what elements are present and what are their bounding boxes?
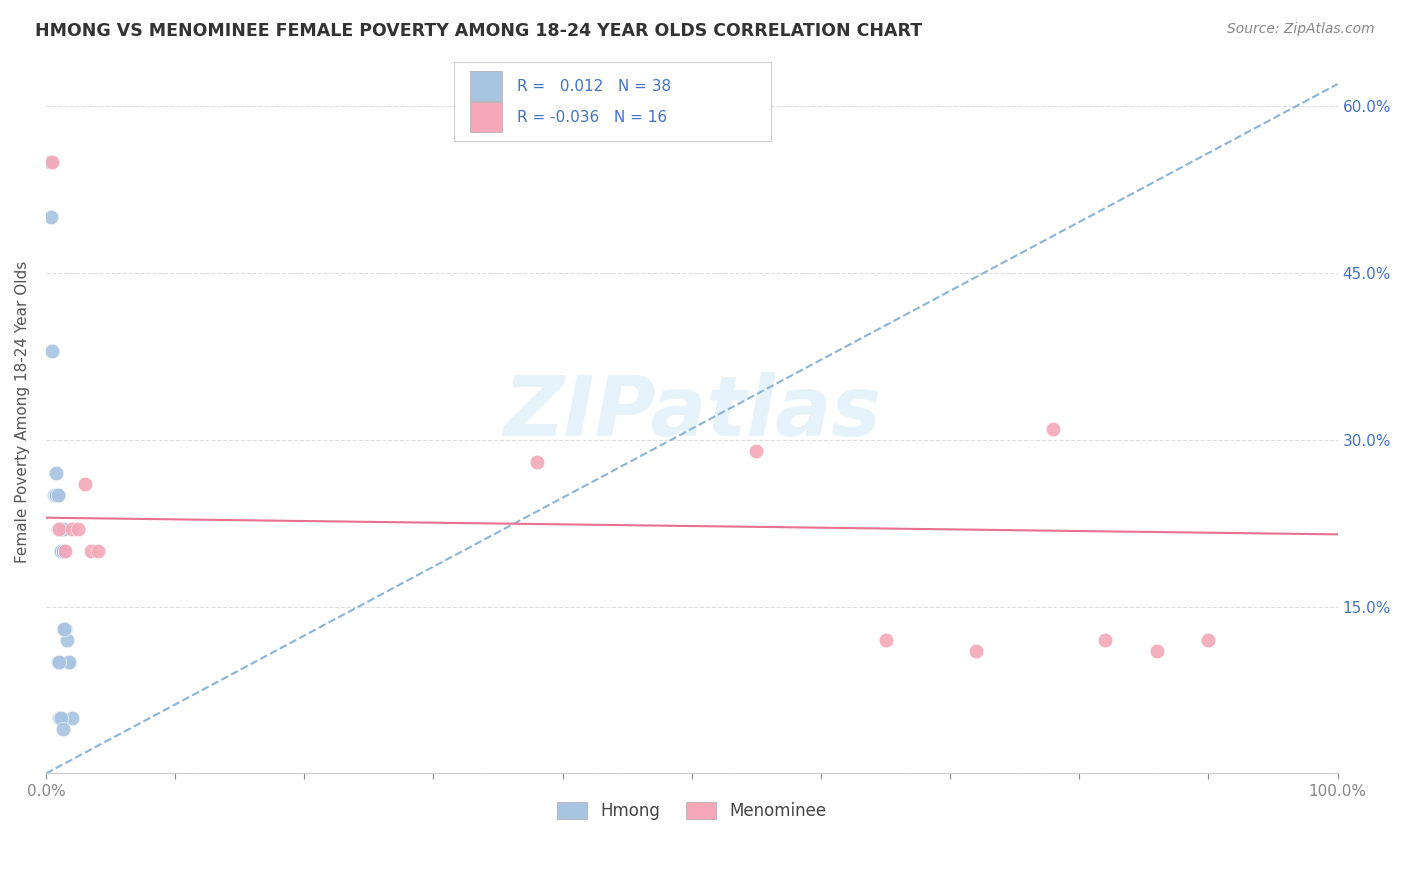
FancyBboxPatch shape bbox=[470, 102, 502, 132]
Point bbox=[48, 522, 70, 536]
Point bbox=[1198, 632, 1220, 647]
Point bbox=[48, 522, 70, 536]
Point bbox=[52, 544, 75, 558]
Point bbox=[52, 722, 75, 736]
Point bbox=[52, 544, 75, 558]
Point bbox=[1042, 422, 1064, 436]
FancyBboxPatch shape bbox=[454, 62, 770, 141]
Point bbox=[51, 522, 73, 536]
Point bbox=[45, 467, 67, 481]
Text: ZIPatlas: ZIPatlas bbox=[503, 372, 880, 452]
Point bbox=[53, 622, 76, 636]
Point bbox=[58, 655, 80, 669]
Point bbox=[67, 522, 90, 536]
Point bbox=[52, 522, 75, 536]
Point bbox=[41, 343, 63, 358]
Point bbox=[46, 488, 69, 502]
Point bbox=[53, 622, 76, 636]
Text: HMONG VS MENOMINEE FEMALE POVERTY AMONG 18-24 YEAR OLDS CORRELATION CHART: HMONG VS MENOMINEE FEMALE POVERTY AMONG … bbox=[35, 22, 922, 40]
Point bbox=[51, 544, 73, 558]
Point bbox=[60, 711, 83, 725]
Point bbox=[46, 655, 69, 669]
Point bbox=[745, 444, 768, 458]
Point bbox=[60, 522, 83, 536]
Point bbox=[53, 544, 76, 558]
Point bbox=[44, 488, 66, 502]
Point bbox=[1146, 644, 1168, 658]
Point bbox=[53, 622, 76, 636]
Point bbox=[48, 522, 70, 536]
Point bbox=[80, 544, 103, 558]
Point bbox=[41, 154, 63, 169]
Point bbox=[46, 488, 69, 502]
Point bbox=[45, 488, 67, 502]
Point bbox=[49, 522, 72, 536]
Point bbox=[86, 544, 108, 558]
Point bbox=[965, 644, 987, 658]
Text: R =   0.012   N = 38: R = 0.012 N = 38 bbox=[517, 78, 672, 94]
Text: R = -0.036   N = 16: R = -0.036 N = 16 bbox=[517, 110, 668, 125]
Point bbox=[55, 632, 77, 647]
Point bbox=[49, 522, 72, 536]
Legend: Hmong, Menominee: Hmong, Menominee bbox=[551, 795, 832, 827]
Point bbox=[46, 522, 69, 536]
Point bbox=[49, 522, 72, 536]
Point bbox=[42, 488, 65, 502]
Point bbox=[46, 488, 69, 502]
Point bbox=[48, 711, 70, 725]
Point bbox=[48, 522, 70, 536]
Point bbox=[51, 711, 73, 725]
Point bbox=[48, 522, 70, 536]
Point bbox=[51, 544, 73, 558]
Point bbox=[51, 544, 73, 558]
Point bbox=[1094, 632, 1116, 647]
Point bbox=[38, 154, 60, 169]
Point bbox=[48, 655, 70, 669]
Text: Source: ZipAtlas.com: Source: ZipAtlas.com bbox=[1227, 22, 1375, 37]
FancyBboxPatch shape bbox=[470, 71, 502, 102]
Point bbox=[49, 711, 72, 725]
Point bbox=[526, 455, 548, 469]
Point bbox=[39, 211, 62, 225]
Point bbox=[73, 477, 96, 491]
Point bbox=[875, 632, 897, 647]
Point bbox=[56, 655, 79, 669]
Y-axis label: Female Poverty Among 18-24 Year Olds: Female Poverty Among 18-24 Year Olds bbox=[15, 261, 30, 563]
